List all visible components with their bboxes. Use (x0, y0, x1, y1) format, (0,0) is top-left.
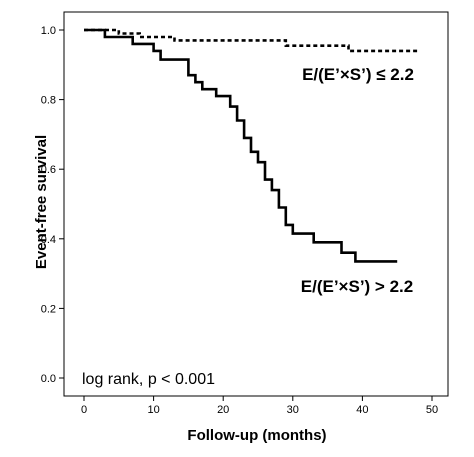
x-tick-label: 50 (426, 404, 438, 416)
y-axis-label: Event-free survival (33, 135, 50, 269)
ticks-group: 0 10 20 30 40 50 0.0 0.2 0.4 0.6 0.8 1.0 (41, 25, 438, 416)
legend-label-low-ratio: E/(E’×S’) ≤ 2.2 (302, 65, 414, 84)
logrank-annotation: log rank, p < 0.001 (82, 371, 215, 388)
y-tick-label: 0.4 (41, 234, 56, 246)
y-tick-label: 0.6 (41, 164, 56, 176)
x-axis-label: Follow-up (months) (187, 427, 326, 444)
x-tick-label: 40 (356, 404, 368, 416)
x-tick-label: 20 (217, 404, 229, 416)
curves-group (84, 28, 419, 263)
plot-frame (63, 11, 449, 397)
x-tick-label: 0 (81, 404, 87, 416)
x-tick-label: 10 (147, 404, 159, 416)
x-tick-label: 30 (287, 404, 299, 416)
y-tick-label: 0.2 (41, 303, 56, 315)
curve-low-ratio (84, 28, 419, 53)
y-tick-label: 1.0 (41, 25, 56, 37)
y-tick-label: 0.0 (41, 373, 56, 385)
y-tick-label: 0.8 (41, 95, 56, 107)
legend-label-high-ratio: E/(E’×S’) > 2.2 (301, 277, 413, 296)
axes-group (63, 11, 449, 397)
curve-high-ratio (84, 28, 398, 263)
